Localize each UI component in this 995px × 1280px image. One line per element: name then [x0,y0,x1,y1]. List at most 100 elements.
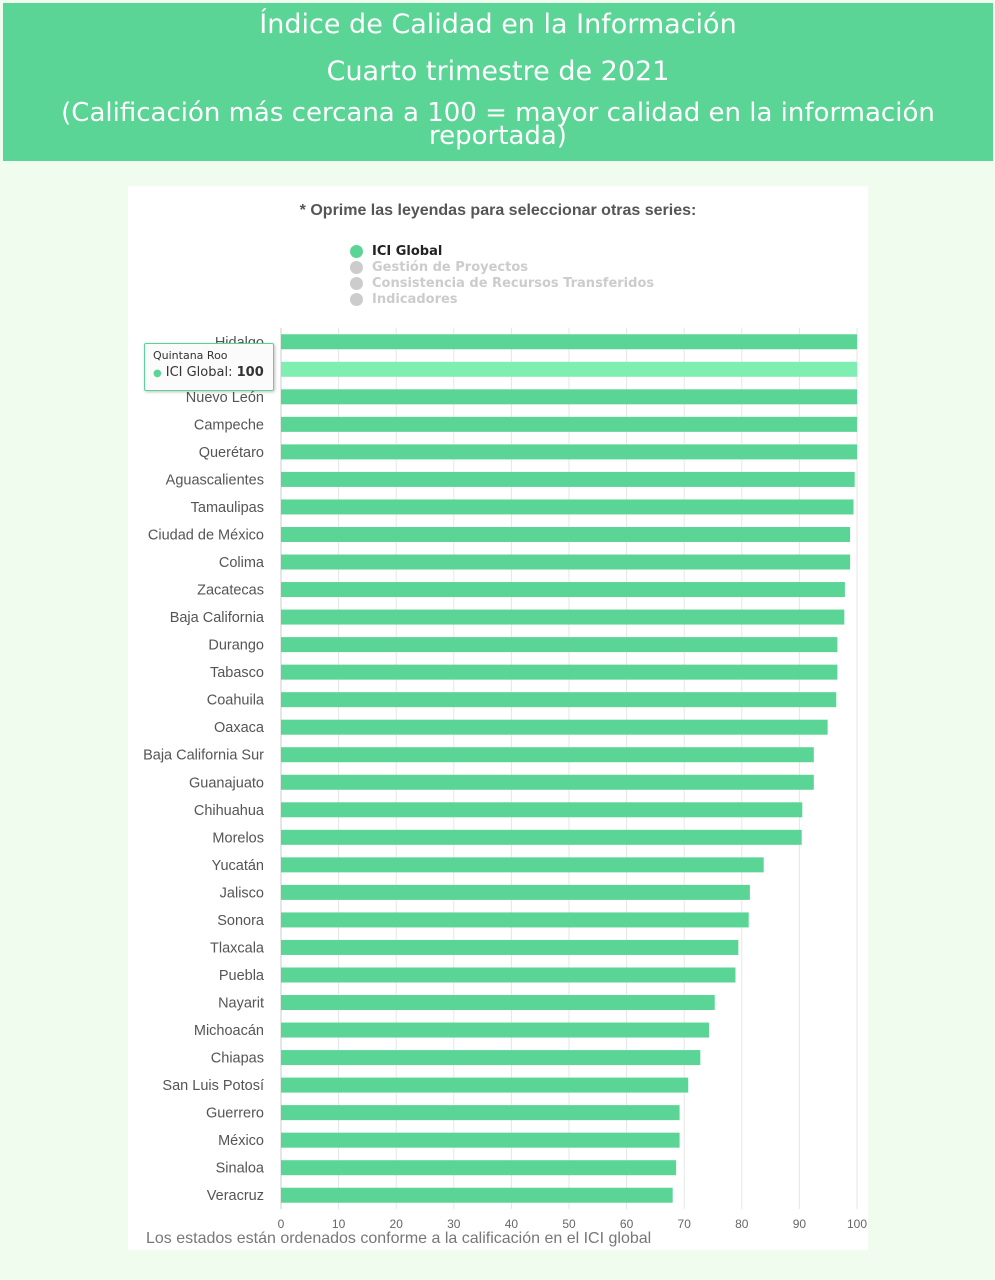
category-label: Querétaro [199,445,264,461]
category-label: Jalisco [220,885,264,901]
tooltip-value: 100 [236,365,264,380]
bar[interactable] [281,1050,701,1066]
legend-item-ici-global[interactable]: ICI Global [350,243,654,259]
bar[interactable] [281,747,814,763]
x-tick-label: 60 [620,1217,634,1231]
category-label: Puebla [219,968,265,984]
category-label: Tlaxcala [210,940,265,956]
tooltip-line: ● ICI Global: 100 [153,365,264,380]
bar[interactable] [281,582,845,598]
legend-label: Indicadores [372,291,458,307]
bar[interactable] [281,829,802,845]
category-label: Morelos [212,830,264,846]
legend-label: ICI Global [372,243,443,259]
bar[interactable] [281,1160,677,1176]
bar[interactable] [281,774,814,790]
x-tick-label: 70 [678,1217,692,1231]
category-label: Ciudad de México [148,527,264,543]
x-tick-label: 50 [562,1217,576,1231]
category-label: Nayarit [218,996,264,1012]
bar[interactable] [281,1022,709,1038]
legend-dot-icon [350,276,363,290]
category-label: Sonora [217,913,265,929]
legend-label: Gestión de Proyectos [372,259,529,275]
category-label: Baja California [170,610,265,626]
category-label: Michoacán [194,1023,264,1039]
category-label: México [218,1133,264,1149]
chart-legend: ICI Global Gestión de Proyectos Consiste… [350,243,654,307]
category-label: Yucatán [212,858,264,874]
category-label: Sinaloa [216,1161,265,1177]
tooltip-series: ICI Global [165,365,229,380]
bar[interactable] [281,334,857,350]
bar[interactable] [281,471,855,487]
bar[interactable] [281,554,851,570]
category-label: Tamaulipas [191,500,264,516]
page-header: Índice de Calidad en la Información Cuar… [3,3,993,161]
legend-item-indicadores[interactable]: Indicadores [350,291,654,307]
category-label: Chiapas [211,1051,264,1067]
bar[interactable] [281,692,837,708]
bar[interactable] [281,884,750,900]
category-label: Baja California Sur [143,748,264,764]
page-subtitle: Cuarto trimestre de 2021 [326,56,670,87]
legend-dot-icon [350,292,363,306]
bar[interactable] [281,857,764,873]
bar[interactable] [281,416,857,432]
category-label: Zacatecas [197,583,264,599]
bar[interactable] [281,664,838,680]
chart-panel: 0102030405060708090100HidalgoQuintana Ro… [128,186,868,1250]
legend-label: Consistencia de Recursos Transferidos [372,275,655,291]
x-tick-label: 80 [735,1217,749,1231]
category-label: Campeche [194,417,264,433]
category-label: Durango [208,638,264,654]
bar[interactable] [281,1105,680,1121]
category-label: Tabasco [210,665,264,681]
bar[interactable] [281,361,857,377]
tooltip-title: Quintana Roo [153,349,228,362]
category-label: Oaxaca [214,720,265,736]
bar[interactable] [281,499,854,515]
bar[interactable] [281,526,851,542]
bar[interactable] [281,912,749,928]
x-tick-label: 10 [332,1217,346,1231]
bar[interactable] [281,967,736,983]
x-tick-label: 90 [793,1217,807,1231]
bar[interactable] [281,444,857,460]
bar[interactable] [281,719,828,735]
category-label: Coahuila [207,693,265,709]
bar[interactable] [281,939,739,955]
category-label: Guerrero [206,1106,264,1122]
legend-item-gestion-proyectos[interactable]: Gestión de Proyectos [350,259,654,275]
category-label: Guanajuato [189,775,264,791]
category-label: Colima [219,555,265,571]
x-tick-label: 20 [390,1217,404,1231]
category-label: Chihuahua [194,803,265,819]
category-label: San Luis Potosí [162,1078,264,1094]
category-label: Aguascalientes [166,472,264,488]
category-label: Nuevo León [186,390,264,406]
bar[interactable] [281,802,803,818]
x-tick-label: 0 [278,1217,285,1231]
bar-chart: 0102030405060708090100HidalgoQuintana Ro… [143,328,867,1231]
legend-item-consistencia-recursos[interactable]: Consistencia de Recursos Transferidos [350,275,654,291]
bar[interactable] [281,389,857,405]
x-tick-label: 100 [847,1217,867,1231]
bar[interactable] [281,637,838,653]
bar[interactable] [281,1077,689,1093]
bar[interactable] [281,609,845,625]
tooltip-bullet-icon: ● [153,368,162,379]
x-tick-label: 30 [447,1217,461,1231]
legend-dot-icon [350,244,363,258]
chart-footnote: Los estados están ordenados conforme a l… [146,1230,652,1247]
page-title: Índice de Calidad en la Información [259,9,737,40]
x-tick-label: 40 [505,1217,519,1231]
page-note: (Calificación más cercana a 100 = mayor … [61,98,935,151]
chart-tooltip: Quintana Roo ● ICI Global: 100 [144,343,274,391]
category-label: Veracruz [207,1188,264,1204]
bar[interactable] [281,1187,673,1203]
bar[interactable] [281,1132,680,1148]
legend-dot-icon [350,260,363,274]
chart-hint: * Oprime las leyendas para seleccionar o… [299,202,697,219]
bar[interactable] [281,995,715,1011]
